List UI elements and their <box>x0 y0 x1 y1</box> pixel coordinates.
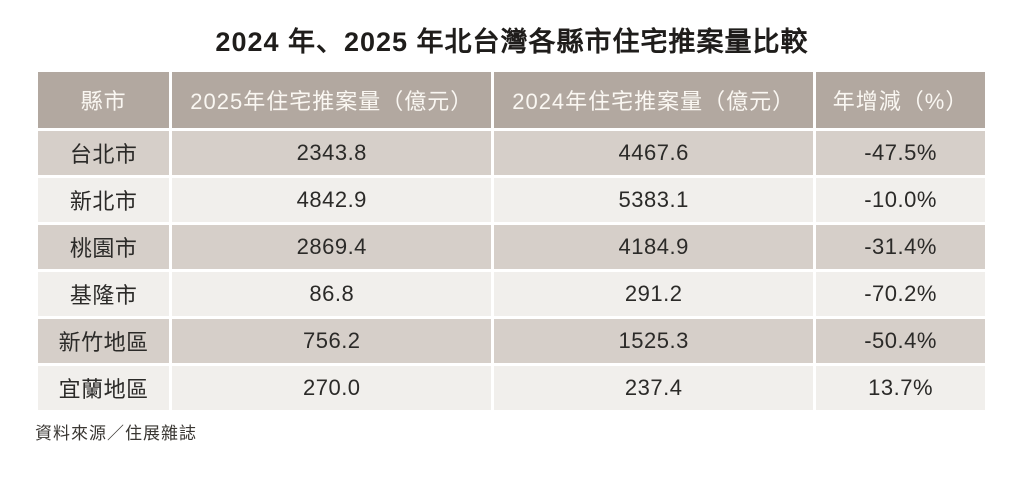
table-cell: 86.8 <box>172 272 492 316</box>
table-container: 縣市 2025年住宅推案量（億元） 2024年住宅推案量（億元） 年增減（%） 台北市… <box>35 69 988 413</box>
table-cell: -47.5% <box>816 131 985 175</box>
column-header-2: 2024年住宅推案量（億元） <box>494 72 814 128</box>
column-header-0: 縣市 <box>38 72 170 128</box>
table-cell: 270.0 <box>172 366 492 410</box>
table-cell: 1525.3 <box>494 319 814 363</box>
header-row: 縣市 2025年住宅推案量（億元） 2024年住宅推案量（億元） 年增減（%） <box>38 72 985 128</box>
table-row: 新竹地區 756.2 1525.3 -50.4% <box>38 319 985 363</box>
row-label: 宜蘭地區 <box>38 366 170 410</box>
table-cell: 2869.4 <box>172 225 492 269</box>
row-label: 基隆市 <box>38 272 170 316</box>
row-label: 新竹地區 <box>38 319 170 363</box>
table-row: 台北市 2343.8 4467.6 -47.5% <box>38 131 985 175</box>
source-note: 資料來源／住展雜誌 <box>35 424 197 443</box>
table-cell: 13.7% <box>816 366 985 410</box>
row-label: 桃園市 <box>38 225 170 269</box>
table-body: 台北市 2343.8 4467.6 -47.5% 新北市 4842.9 5383.1 -10.… <box>38 131 985 410</box>
comparison-table: 縣市 2025年住宅推案量（億元） 2024年住宅推案量（億元） 年增減（%） 台北市… <box>35 69 988 413</box>
table-cell: 4184.9 <box>494 225 814 269</box>
table-cell: 5383.1 <box>494 178 814 222</box>
column-header-1: 2025年住宅推案量（億元） <box>172 72 492 128</box>
table-row: 桃園市 2869.4 4184.9 -31.4% <box>38 225 985 269</box>
table-cell: -10.0% <box>816 178 985 222</box>
table-cell: -50.4% <box>816 319 985 363</box>
table-cell: 2343.8 <box>172 131 492 175</box>
column-header-3: 年增減（%） <box>816 72 985 128</box>
table-cell: 4842.9 <box>172 178 492 222</box>
table-row: 宜蘭地區 270.0 237.4 13.7% <box>38 366 985 410</box>
page-title: 2024 年、2025 年北台灣各縣市住宅推案量比較 <box>215 27 809 57</box>
table-row: 基隆市 86.8 291.2 -70.2% <box>38 272 985 316</box>
table-cell: 4467.6 <box>494 131 814 175</box>
row-label: 新北市 <box>38 178 170 222</box>
table-cell: 291.2 <box>494 272 814 316</box>
table-cell: -31.4% <box>816 225 985 269</box>
table-row: 新北市 4842.9 5383.1 -10.0% <box>38 178 985 222</box>
table-cell: -70.2% <box>816 272 985 316</box>
table-cell: 756.2 <box>172 319 492 363</box>
row-label: 台北市 <box>38 131 170 175</box>
table-cell: 237.4 <box>494 366 814 410</box>
